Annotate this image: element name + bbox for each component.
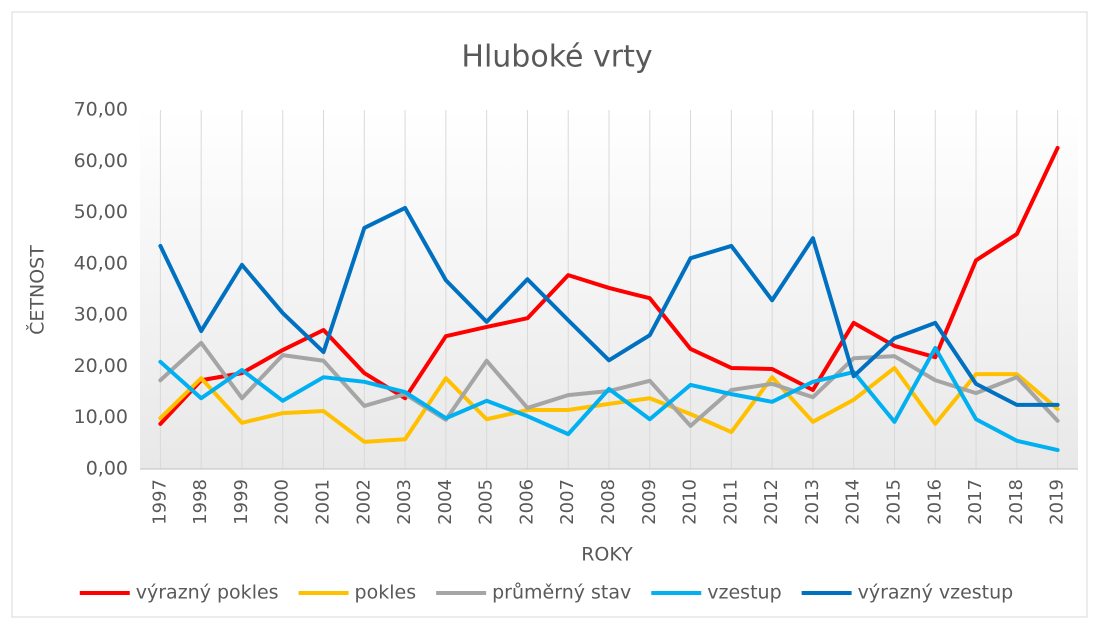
y-axis-label: ČETNOST [25, 245, 49, 335]
legend-label: výrazný pokles [136, 582, 279, 604]
x-tick-label: 2008 [598, 479, 619, 525]
x-tick-label: 2016 [924, 479, 945, 525]
y-tick-label: 40,00 [74, 252, 128, 274]
y-tick-label: 70,00 [74, 99, 128, 121]
y-tick-label: 60,00 [74, 150, 128, 172]
x-axis-label: ROKY [581, 544, 633, 566]
x-tick-label: 2018 [1006, 479, 1027, 525]
x-tick-label: 2019 [1047, 479, 1068, 525]
y-tick-label: 20,00 [74, 355, 128, 377]
y-tick-label: 10,00 [74, 406, 128, 428]
legend-label: vzestup [707, 582, 781, 604]
x-tick-label: 2001 [313, 479, 334, 525]
x-tick-label: 2015 [883, 479, 904, 525]
y-tick-label: 0,00 [86, 458, 128, 480]
line-series [158, 345, 1060, 453]
x-tick-label: 1998 [190, 479, 211, 525]
x-tick-label: 1997 [149, 479, 170, 525]
x-tick-label: 2011 [720, 479, 741, 525]
line-series [158, 365, 1060, 444]
x-tick-label: 1999 [231, 479, 252, 525]
chart-title: Hluboké vrty [461, 40, 652, 75]
y-tick-label: 50,00 [74, 201, 128, 223]
x-tick-label: 2007 [557, 479, 578, 525]
legend-label: pokles [355, 582, 417, 604]
x-tick-label: 2005 [476, 479, 497, 525]
x-tick-label: 2004 [435, 479, 456, 525]
legend-label: výrazný vzestup [858, 582, 1014, 604]
x-tick-label: 2012 [761, 479, 782, 525]
x-tick-label: 2013 [802, 479, 823, 525]
x-tick-label: 2017 [965, 479, 986, 525]
legend-label: průměrný stav [492, 582, 631, 604]
line-series [158, 205, 1060, 407]
x-tick-label: 2002 [353, 479, 374, 525]
x-tick-label: 2006 [516, 479, 537, 525]
x-tick-label: 2000 [272, 479, 293, 525]
x-tick-label: 2014 [843, 479, 864, 525]
x-tick-label: 2003 [394, 479, 415, 525]
y-tick-label: 30,00 [74, 304, 128, 326]
legend: výrazný pokles pokles průměrný stav vzestup… [79, 582, 1014, 604]
x-tick-label: 2010 [680, 479, 701, 525]
x-tick-label: 2009 [639, 479, 660, 525]
